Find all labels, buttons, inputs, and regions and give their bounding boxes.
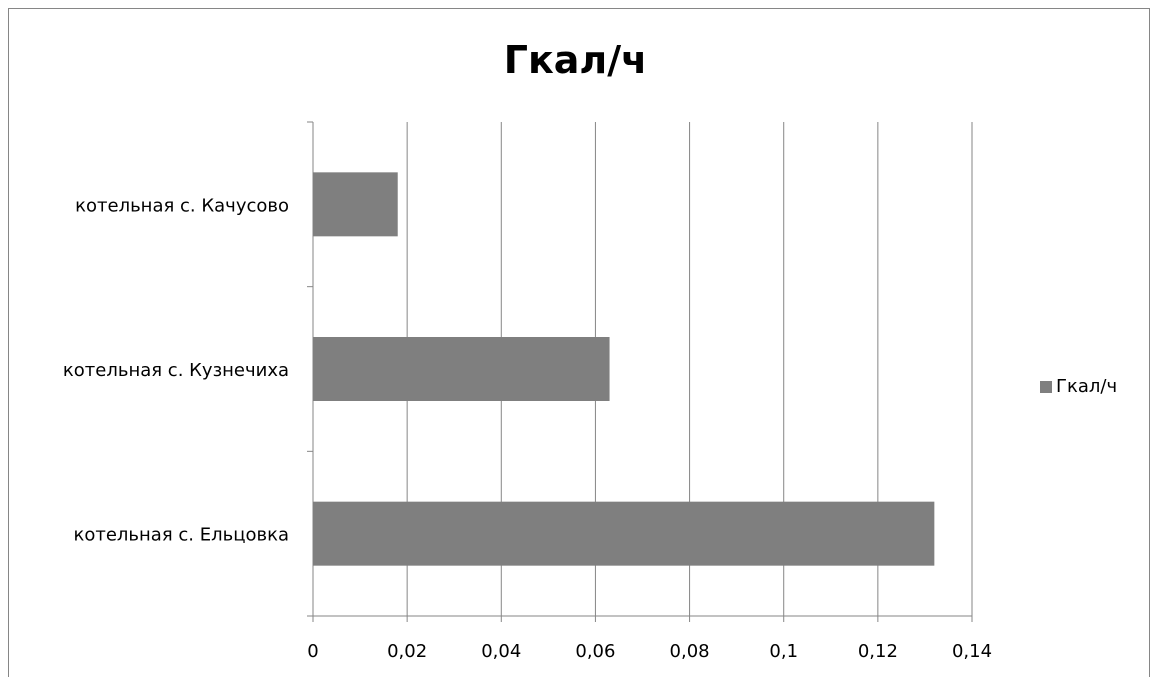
x-tick-label: 0,12 [858,641,898,662]
x-tick-label: 0,08 [670,641,710,662]
bar [313,501,935,566]
legend-swatch [1040,380,1052,393]
bar [313,337,610,401]
category-label: котельная с. Качусово [75,195,289,216]
x-tick-label: 0,04 [481,641,521,662]
x-tick-label: 0,06 [575,641,615,662]
x-tick-label: 0,02 [387,641,427,662]
category-label: котельная с. Ельцовка [73,525,289,546]
x-tick-label: 0 [307,641,318,662]
x-tick-label: 0,14 [952,641,992,662]
x-tick-label: 0,1 [769,641,798,662]
legend-label: Гкал/ч [1056,376,1118,397]
category-label: котельная с. Кузнечиха [63,360,289,381]
chart-title: Гкал/ч [503,38,648,82]
legend: Гкал/ч [1040,376,1117,397]
bar [313,172,398,237]
